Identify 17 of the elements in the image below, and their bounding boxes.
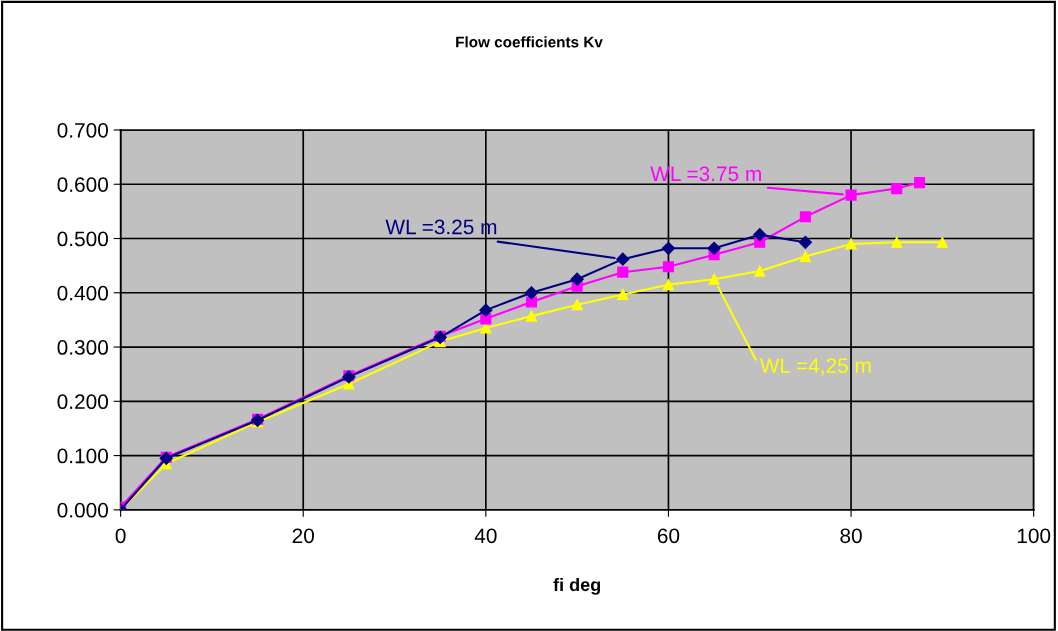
x-tick-label: 20 — [292, 528, 314, 544]
x-tick-label: 40 — [474, 528, 497, 544]
y-tick-label: 0.400 — [57, 285, 108, 301]
text: WL =4,25 m — [759, 358, 871, 376]
y-tick-label: 0.700 — [57, 122, 108, 138]
y-tick-label: 0.100 — [57, 448, 108, 464]
y-tick-label: 0.000 — [57, 502, 108, 518]
x-tick-label: 100 — [1017, 528, 1051, 544]
y-tick-label: 0.600 — [57, 177, 108, 193]
y-tick-label: 0.500 — [57, 231, 108, 247]
x-axis-title: fi deg — [553, 577, 601, 595]
y-tick-label: 0.200 — [57, 394, 108, 410]
x-tick-label: 0 — [115, 528, 126, 544]
x-tick-label: 60 — [657, 528, 680, 544]
x-tick-label: 80 — [840, 528, 862, 544]
chart-title: Flow coefficients Kv — [456, 36, 603, 48]
y-tick-label: 0.300 — [57, 340, 108, 355]
